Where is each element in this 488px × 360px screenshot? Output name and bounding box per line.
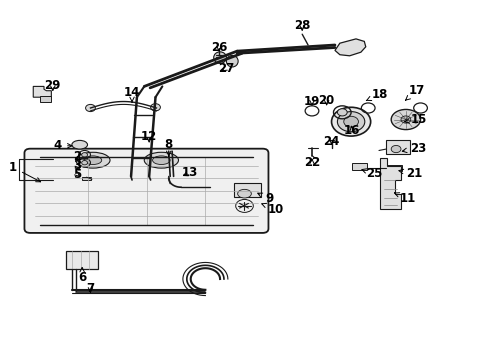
- Text: 12: 12: [141, 130, 157, 143]
- Text: 7: 7: [86, 282, 94, 295]
- Text: 25: 25: [361, 167, 381, 180]
- Ellipse shape: [152, 156, 170, 165]
- Bar: [351, 163, 366, 170]
- Bar: [386, 165, 401, 171]
- Ellipse shape: [400, 116, 410, 123]
- Text: 21: 21: [398, 167, 421, 180]
- Ellipse shape: [85, 104, 95, 112]
- Text: 27: 27: [217, 62, 234, 75]
- Ellipse shape: [144, 152, 178, 168]
- Ellipse shape: [337, 109, 346, 116]
- Bar: [66, 251, 98, 269]
- Ellipse shape: [337, 112, 364, 132]
- Ellipse shape: [390, 145, 400, 153]
- Ellipse shape: [81, 153, 87, 157]
- Text: 3: 3: [73, 159, 81, 172]
- Text: 6: 6: [78, 267, 86, 284]
- FancyBboxPatch shape: [24, 149, 268, 233]
- Polygon shape: [33, 86, 51, 97]
- Bar: [233, 183, 260, 197]
- Text: 14: 14: [123, 86, 140, 102]
- Text: 15: 15: [404, 113, 426, 126]
- Bar: [82, 177, 91, 180]
- Ellipse shape: [331, 107, 370, 136]
- Ellipse shape: [226, 55, 238, 67]
- Text: 11: 11: [394, 192, 415, 205]
- Text: 16: 16: [343, 124, 360, 137]
- Text: 2: 2: [73, 150, 81, 163]
- Ellipse shape: [213, 52, 226, 63]
- Ellipse shape: [237, 189, 251, 198]
- Text: 22: 22: [303, 156, 320, 169]
- Ellipse shape: [72, 140, 87, 149]
- Ellipse shape: [390, 109, 420, 130]
- Polygon shape: [334, 39, 365, 56]
- Ellipse shape: [84, 156, 102, 165]
- Text: 24: 24: [323, 135, 339, 148]
- Text: 10: 10: [261, 203, 284, 216]
- Text: 19: 19: [303, 95, 320, 108]
- Ellipse shape: [81, 161, 87, 165]
- Text: 26: 26: [210, 41, 227, 54]
- Text: 13: 13: [181, 166, 198, 179]
- Text: 1: 1: [9, 161, 41, 182]
- Bar: [386, 140, 409, 154]
- Text: 28: 28: [293, 19, 310, 32]
- Text: 23: 23: [402, 142, 425, 155]
- Ellipse shape: [150, 104, 160, 111]
- Text: 18: 18: [366, 88, 387, 101]
- Text: 20: 20: [318, 94, 334, 107]
- Text: 9: 9: [257, 192, 273, 205]
- Ellipse shape: [76, 152, 110, 168]
- Text: 29: 29: [44, 79, 61, 92]
- Text: 5: 5: [73, 168, 81, 181]
- Text: 8: 8: [164, 138, 172, 156]
- Text: 4: 4: [54, 139, 72, 152]
- Polygon shape: [380, 158, 400, 209]
- Text: 17: 17: [405, 84, 424, 100]
- Bar: [40, 96, 51, 102]
- Ellipse shape: [343, 116, 358, 127]
